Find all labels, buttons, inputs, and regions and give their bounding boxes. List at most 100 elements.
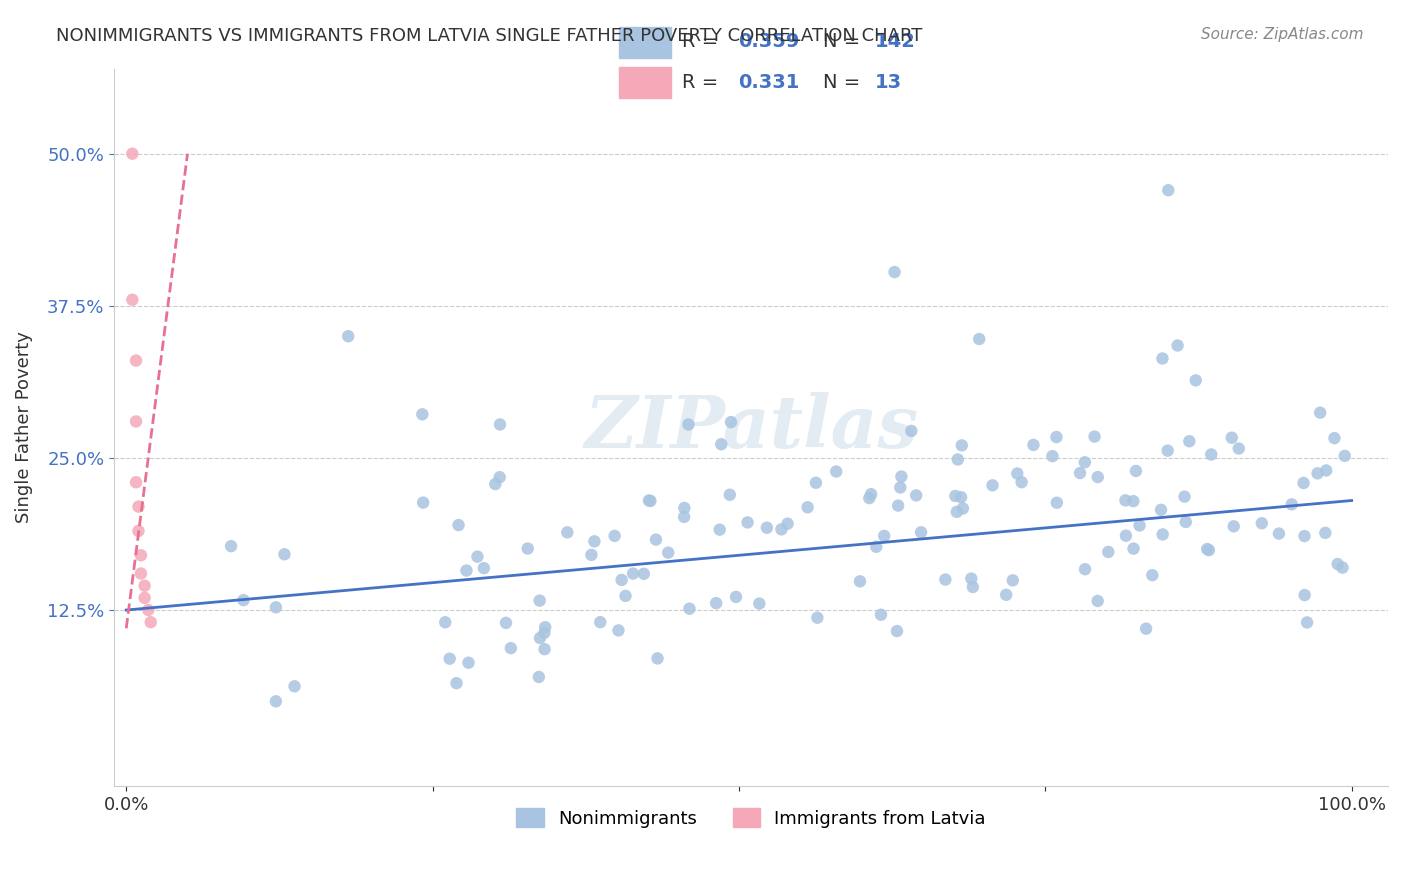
Point bbox=[710, 437, 733, 451]
Point bbox=[1309, 406, 1331, 420]
Point bbox=[865, 540, 887, 554]
Point bbox=[516, 541, 538, 556]
Point bbox=[1173, 490, 1195, 504]
Point bbox=[1156, 443, 1178, 458]
Point bbox=[589, 615, 612, 629]
Point bbox=[1227, 442, 1250, 456]
Point bbox=[981, 478, 1004, 492]
Point bbox=[934, 573, 956, 587]
Point bbox=[883, 265, 905, 279]
Point bbox=[1323, 431, 1346, 445]
Point bbox=[755, 521, 778, 535]
Point bbox=[1250, 516, 1272, 531]
Point bbox=[136, 603, 159, 617]
Point bbox=[467, 549, 489, 564]
Point bbox=[529, 593, 551, 607]
Point bbox=[555, 525, 578, 540]
Point bbox=[125, 353, 148, 368]
Point bbox=[1333, 449, 1355, 463]
Text: NONIMMIGRANTS VS IMMIGRANTS FROM LATVIA SINGLE FATHER POVERTY CORRELATION CHART: NONIMMIGRANTS VS IMMIGRANTS FROM LATVIA … bbox=[56, 27, 922, 45]
Point bbox=[129, 566, 152, 581]
Point bbox=[718, 488, 741, 502]
Point bbox=[704, 596, 727, 610]
Text: 142: 142 bbox=[875, 32, 917, 52]
Point bbox=[283, 679, 305, 693]
Point bbox=[1220, 431, 1243, 445]
Point bbox=[1087, 470, 1109, 484]
Bar bbox=[619, 27, 672, 58]
Point bbox=[621, 566, 644, 581]
Point bbox=[825, 465, 848, 479]
Text: N =: N = bbox=[823, 32, 866, 52]
Point bbox=[529, 631, 551, 645]
Point bbox=[457, 656, 479, 670]
Point bbox=[232, 593, 254, 607]
Point bbox=[633, 566, 655, 581]
Point bbox=[128, 500, 150, 514]
Point bbox=[1294, 588, 1316, 602]
Point bbox=[849, 574, 872, 589]
Point bbox=[943, 489, 966, 503]
Point bbox=[873, 529, 896, 543]
Point bbox=[806, 610, 828, 624]
Point bbox=[645, 533, 668, 547]
Point bbox=[1007, 467, 1029, 481]
Point bbox=[533, 625, 555, 640]
Point bbox=[1125, 464, 1147, 478]
Point bbox=[889, 480, 911, 494]
Point bbox=[456, 564, 478, 578]
Point bbox=[125, 414, 148, 428]
Point bbox=[905, 488, 928, 502]
Point bbox=[128, 524, 150, 538]
Point bbox=[950, 490, 973, 504]
Point bbox=[952, 501, 974, 516]
Point bbox=[412, 495, 434, 509]
Point bbox=[1022, 438, 1045, 452]
Point bbox=[219, 539, 242, 553]
Point bbox=[1174, 515, 1197, 529]
Point bbox=[887, 499, 910, 513]
Point bbox=[610, 573, 633, 587]
Point bbox=[1011, 475, 1033, 490]
Point bbox=[1074, 455, 1097, 469]
Point bbox=[886, 624, 908, 638]
Point bbox=[673, 500, 696, 515]
Point bbox=[638, 493, 661, 508]
Point bbox=[614, 589, 637, 603]
Point bbox=[860, 487, 883, 501]
Point bbox=[950, 438, 973, 452]
Point bbox=[472, 561, 495, 575]
Point bbox=[776, 516, 799, 531]
Point bbox=[1331, 560, 1354, 574]
Point bbox=[489, 417, 512, 432]
Point bbox=[858, 491, 880, 505]
Point bbox=[1184, 373, 1206, 387]
Point bbox=[1114, 493, 1136, 508]
Point bbox=[890, 469, 912, 483]
Point bbox=[640, 494, 662, 508]
Y-axis label: Single Father Poverty: Single Father Poverty bbox=[15, 332, 32, 524]
Bar bbox=[619, 67, 672, 98]
Point bbox=[1292, 475, 1315, 490]
Point bbox=[1326, 557, 1348, 571]
Point bbox=[581, 548, 603, 562]
Point bbox=[1315, 525, 1337, 540]
Point bbox=[796, 500, 818, 515]
Text: 0.331: 0.331 bbox=[738, 73, 800, 93]
Point bbox=[1150, 503, 1173, 517]
Text: ZIPatlas: ZIPatlas bbox=[583, 392, 918, 463]
Point bbox=[1001, 574, 1024, 588]
Point bbox=[1152, 527, 1174, 541]
Point bbox=[1045, 430, 1067, 444]
Point bbox=[657, 546, 679, 560]
Point bbox=[1069, 466, 1091, 480]
Point bbox=[945, 505, 967, 519]
Point bbox=[910, 525, 932, 540]
Point bbox=[1157, 183, 1180, 197]
Point bbox=[121, 293, 143, 307]
Point bbox=[603, 529, 626, 543]
Point bbox=[129, 549, 152, 563]
Point bbox=[1122, 541, 1144, 556]
Point bbox=[678, 601, 700, 615]
Point bbox=[1087, 594, 1109, 608]
